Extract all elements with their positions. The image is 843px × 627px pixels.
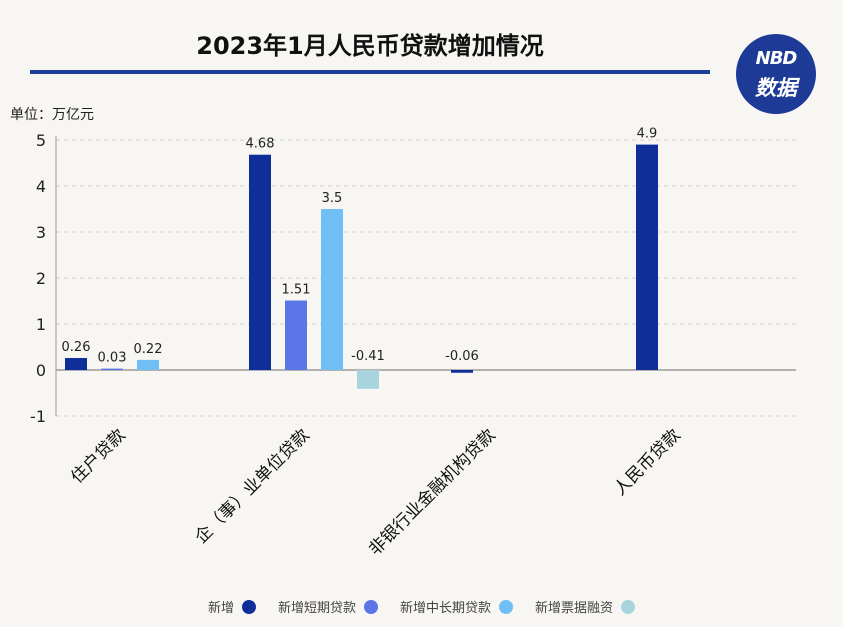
bar (249, 154, 271, 370)
y-tick-label: 3 (36, 223, 46, 242)
data-label: 3.5 (322, 191, 343, 206)
bar (65, 358, 87, 370)
x-tick-label: 企（事）业单位贷款 (191, 425, 313, 547)
y-tick-label: -1 (30, 407, 46, 426)
chart-title: 2023年1月人民币贷款增加情况 (196, 32, 544, 60)
y-tick-label: 0 (36, 361, 46, 380)
legend-label: 新增 (207, 601, 234, 616)
y-axis-unit: 单位：万亿元 (10, 107, 94, 123)
legend-item: 新增票据融资 (535, 597, 636, 616)
bar (137, 359, 159, 370)
y-tick-label: 1 (36, 315, 46, 334)
y-tick-label: 5 (36, 131, 46, 150)
logo-text-top: NBD (755, 48, 798, 69)
data-label: 4.68 (246, 137, 275, 152)
legend-item: 新增 (208, 597, 256, 616)
bar (285, 300, 307, 370)
data-label: -0.06 (445, 349, 479, 364)
legend-item: 新增中长期贷款 (400, 597, 514, 616)
legend-item: 新增短期贷款 (278, 597, 378, 616)
bar (321, 209, 343, 370)
legend-swatch (621, 599, 636, 614)
legend-swatch (364, 599, 378, 614)
legend-swatch (499, 599, 514, 614)
data-label: -0.41 (351, 349, 385, 364)
logo-text-bottom: 数据 (755, 76, 797, 100)
x-tick-label: 住户贷款 (67, 425, 129, 487)
bar (357, 370, 379, 389)
bar (451, 370, 473, 373)
legend-swatch (241, 599, 256, 614)
data-label: 0.22 (134, 342, 163, 357)
title-underline (30, 70, 710, 74)
legend-label: 新增短期贷款 (277, 601, 356, 616)
data-label: 1.51 (282, 283, 311, 298)
x-tick-label: 非银行业金融机构贷款 (365, 425, 499, 559)
x-tick-label: 人民币贷款 (610, 425, 684, 499)
legend: 新增 新增短期贷款 新增中长期贷款 新增票据融资 (0, 597, 843, 616)
y-tick-label: 4 (36, 177, 46, 196)
bar (101, 368, 123, 370)
bar (636, 144, 658, 370)
legend-label: 新增中长期贷款 (400, 601, 492, 616)
data-label: 4.9 (637, 127, 658, 142)
y-tick-label: 2 (36, 269, 46, 288)
data-label: 0.03 (98, 351, 127, 366)
data-label: 0.26 (62, 340, 91, 355)
legend-label: 新增票据融资 (535, 601, 614, 616)
nbd-logo: NBD 数据 (736, 34, 816, 114)
